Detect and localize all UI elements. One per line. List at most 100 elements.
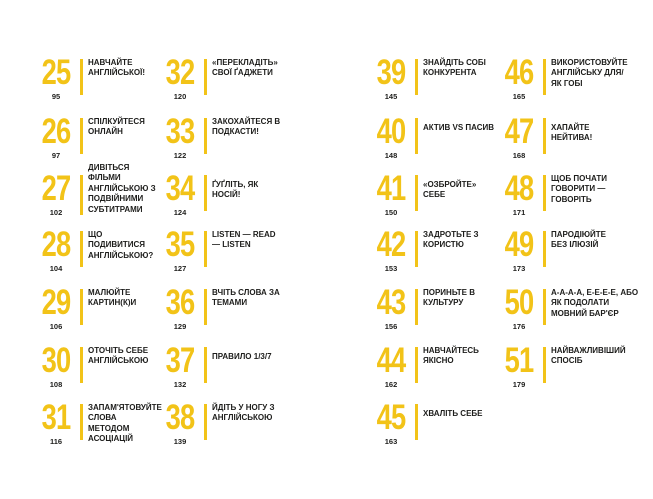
page-number: 124 (173, 208, 187, 217)
page-number: 104 (49, 264, 63, 273)
divider-bar (543, 59, 546, 95)
page-number: 120 (173, 92, 187, 101)
page-number: 132 (173, 380, 187, 389)
divider-bar (415, 231, 418, 267)
divider-bar (415, 175, 418, 211)
chapter-title: Оточіть себе англійською (88, 346, 149, 366)
chapter-title: Пародіюйте без ілюзій (551, 230, 607, 250)
chapter-number: 26 (41, 112, 72, 151)
chapter-title: Хваліть себе (423, 409, 483, 418)
divider-bar (415, 347, 418, 383)
chapter-number: 38 (165, 398, 196, 437)
page-number: 148 (384, 151, 398, 160)
divider-bar (543, 118, 546, 154)
page-number: 116 (49, 437, 63, 446)
chapter-number: 36 (165, 283, 196, 322)
divider-bar (80, 231, 83, 267)
chapter-title: Хапайте нейтива! (551, 123, 593, 143)
page-number: 150 (384, 208, 398, 217)
chapter-title: Закохайтеся в подкасти! (212, 117, 281, 137)
chapter-number: 32 (165, 53, 196, 92)
chapter-title: Використовуйте англійську для/як гобі (551, 58, 628, 88)
divider-bar (204, 175, 207, 211)
page-number: 127 (173, 264, 187, 273)
chapter-title: Ґуґліть, як носій! (212, 180, 259, 200)
chapter-number: 49 (504, 225, 535, 264)
chapter-title: А-а-а-а, Е-е-е-е, або як подолати мовний… (551, 288, 639, 318)
chapter-number: 47 (504, 112, 535, 151)
chapter-number: 28 (41, 225, 72, 264)
divider-bar (80, 59, 83, 95)
divider-bar (415, 404, 418, 440)
chapter-number: 33 (165, 112, 196, 151)
divider-bar (415, 59, 418, 95)
chapter-title: Йдіть у ногу з англійською (212, 403, 275, 423)
chapter-number: 44 (376, 341, 407, 380)
divider-bar (543, 231, 546, 267)
chapter-number: 48 (504, 169, 535, 208)
page-number: 153 (384, 264, 398, 273)
page-number: 168 (512, 151, 526, 160)
chapter-title: Listen — Read — Listen (212, 230, 276, 250)
chapter-title: Спілкуйтеся онлайн (88, 117, 145, 137)
chapter-number: 46 (504, 53, 535, 92)
divider-bar (80, 175, 83, 215)
divider-bar (204, 347, 207, 383)
chapter-title: Запам'ятовуйте слова методом асоціацій (88, 403, 162, 444)
divider-bar (415, 118, 418, 154)
page-number: 122 (173, 151, 187, 160)
page-number: 106 (49, 322, 63, 331)
divider-bar (415, 289, 418, 325)
page-number: 163 (384, 437, 398, 446)
page-number: 102 (49, 208, 63, 217)
page-number: 108 (49, 380, 63, 389)
chapter-title: «Перекладіть» свої ґаджети (212, 58, 278, 78)
page-number: 145 (384, 92, 398, 101)
chapter-title: «Озбройте» себе (423, 180, 477, 200)
page-number: 129 (173, 322, 187, 331)
page-number: 171 (512, 208, 526, 217)
divider-bar (80, 118, 83, 154)
chapter-number: 27 (41, 169, 72, 208)
divider-bar (204, 59, 207, 95)
chapter-number: 29 (41, 283, 72, 322)
chapter-title: Задротьте з користю (423, 230, 479, 250)
chapter-title: Дивіться фільми англійською з подвійними… (88, 163, 156, 214)
divider-bar (80, 404, 83, 440)
chapter-number: 34 (165, 169, 196, 208)
divider-bar (543, 289, 546, 325)
chapter-title: Актив vs пасив (423, 123, 495, 132)
chapter-title: Вчіть слова за темами (212, 288, 280, 308)
divider-bar (204, 404, 207, 440)
chapter-title: Пориньте в культуру (423, 288, 475, 308)
chapter-title: Найважливіший спосіб (551, 346, 626, 366)
divider-bar (543, 175, 546, 211)
page-number: 179 (512, 380, 526, 389)
divider-bar (543, 347, 546, 383)
chapter-number: 25 (41, 53, 72, 92)
page-number: 176 (512, 322, 526, 331)
chapter-number: 35 (165, 225, 196, 264)
chapter-number: 30 (41, 341, 72, 380)
divider-bar (80, 289, 83, 325)
chapter-title: Навчайтесь якісно (423, 346, 479, 366)
page-number: 173 (512, 264, 526, 273)
chapter-number: 41 (376, 169, 407, 208)
chapter-title: Навчайте англійської! (88, 58, 145, 78)
divider-bar (204, 231, 207, 267)
page-number: 97 (51, 151, 61, 160)
chapter-number: 37 (165, 341, 196, 380)
page-number: 95 (51, 92, 61, 101)
chapter-title: Малюйте картин(к)и (88, 288, 137, 308)
chapter-title: Правило 1/3/7 (212, 352, 272, 361)
divider-bar (204, 118, 207, 154)
chapter-title: Щоб почати говорити — говоріть (551, 174, 607, 204)
chapter-number: 39 (376, 53, 407, 92)
page-number: 139 (173, 437, 187, 446)
chapter-number: 42 (376, 225, 407, 264)
chapter-title: Знайдіть собі конкурента (423, 58, 486, 78)
divider-bar (80, 347, 83, 383)
chapter-number: 51 (504, 341, 535, 380)
chapter-title: Що подивитися англійською? (88, 230, 154, 260)
chapter-number: 45 (376, 398, 407, 437)
